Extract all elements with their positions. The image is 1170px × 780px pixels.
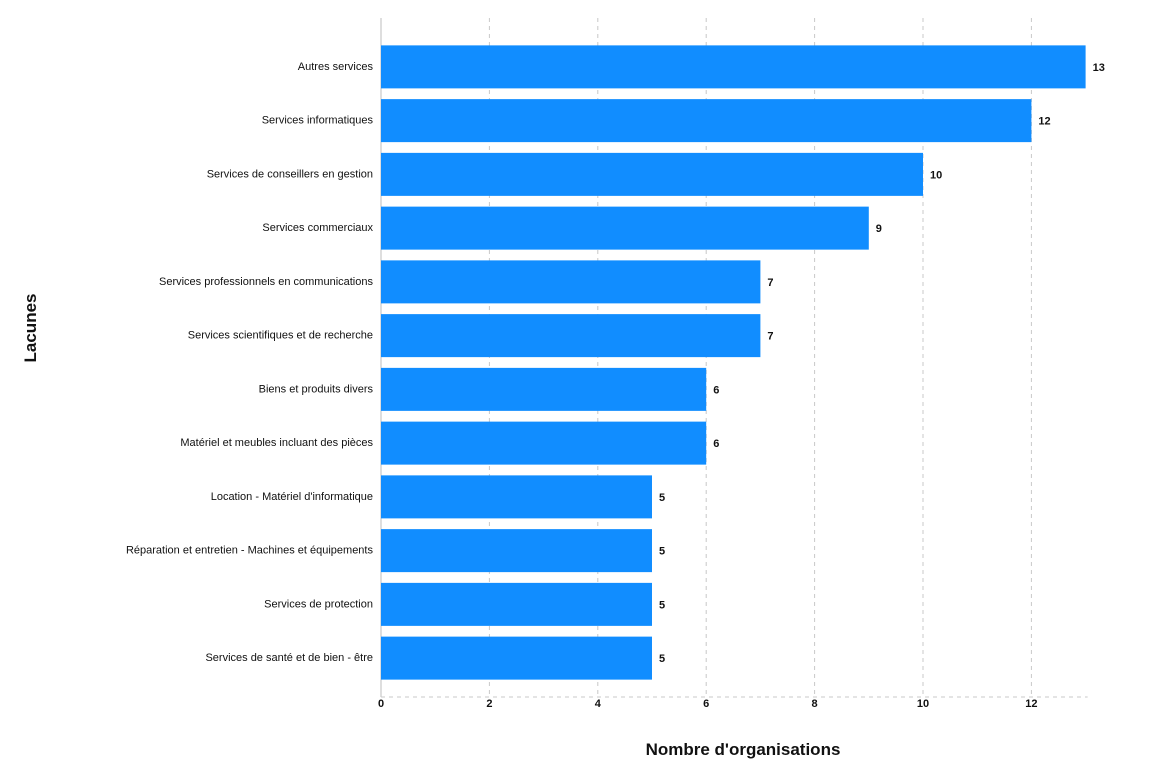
bar <box>381 529 652 573</box>
value-label: 6 <box>713 384 719 396</box>
x-tick-label: 8 <box>812 698 818 710</box>
x-axis: 0 2 4 6 8 10 12 <box>378 698 1038 710</box>
bar <box>381 260 761 304</box>
category-label: Biens et produits divers <box>259 383 374 395</box>
value-label: 7 <box>767 277 773 289</box>
x-tick-label: 10 <box>917 698 929 710</box>
labels: Autres services 13 Services informatiques 1… <box>126 61 1105 665</box>
bar <box>381 99 1032 143</box>
x-tick-label: 6 <box>703 698 709 710</box>
category-label: Services de protection <box>264 598 373 610</box>
x-tick-label: 4 <box>595 698 602 710</box>
bar <box>381 206 869 250</box>
x-tick-label: 12 <box>1025 698 1037 710</box>
value-label: 12 <box>1038 116 1050 128</box>
value-label: 9 <box>876 223 882 235</box>
category-label: Services informatiques <box>262 115 374 127</box>
bars <box>381 45 1086 680</box>
category-label: Autres services <box>298 61 374 73</box>
bar <box>381 314 761 358</box>
value-label: 10 <box>930 169 942 181</box>
value-label: 13 <box>1093 62 1105 74</box>
category-label: Services scientifiques et de recherche <box>188 330 373 342</box>
value-label: 5 <box>659 492 665 504</box>
category-label: Location - Matériel d'informatique <box>211 491 373 503</box>
x-axis-title: Nombre d'organisations <box>646 740 841 759</box>
bar <box>381 582 652 626</box>
value-label: 5 <box>659 599 665 611</box>
category-label: Services de conseillers en gestion <box>207 168 373 180</box>
bar <box>381 152 923 196</box>
category-label: Matériel et meubles incluant des pièces <box>180 437 373 449</box>
x-tick-label: 2 <box>486 698 492 710</box>
bar <box>381 367 707 411</box>
x-tick-label: 0 <box>378 698 384 710</box>
category-label: Services de santé et de bien - être <box>205 652 373 664</box>
bar <box>381 45 1086 89</box>
category-label: Services professionnels en communication… <box>159 276 373 288</box>
value-label: 7 <box>767 331 773 343</box>
bar <box>381 475 652 519</box>
value-label: 6 <box>713 438 719 450</box>
category-label: Réparation et entretien - Machines et éq… <box>126 545 374 557</box>
y-axis-title: Lacunes <box>21 294 40 363</box>
value-label: 5 <box>659 546 665 558</box>
category-label: Services commerciaux <box>262 222 373 234</box>
bar <box>381 636 652 680</box>
bar <box>381 421 707 465</box>
value-label: 5 <box>659 653 665 665</box>
